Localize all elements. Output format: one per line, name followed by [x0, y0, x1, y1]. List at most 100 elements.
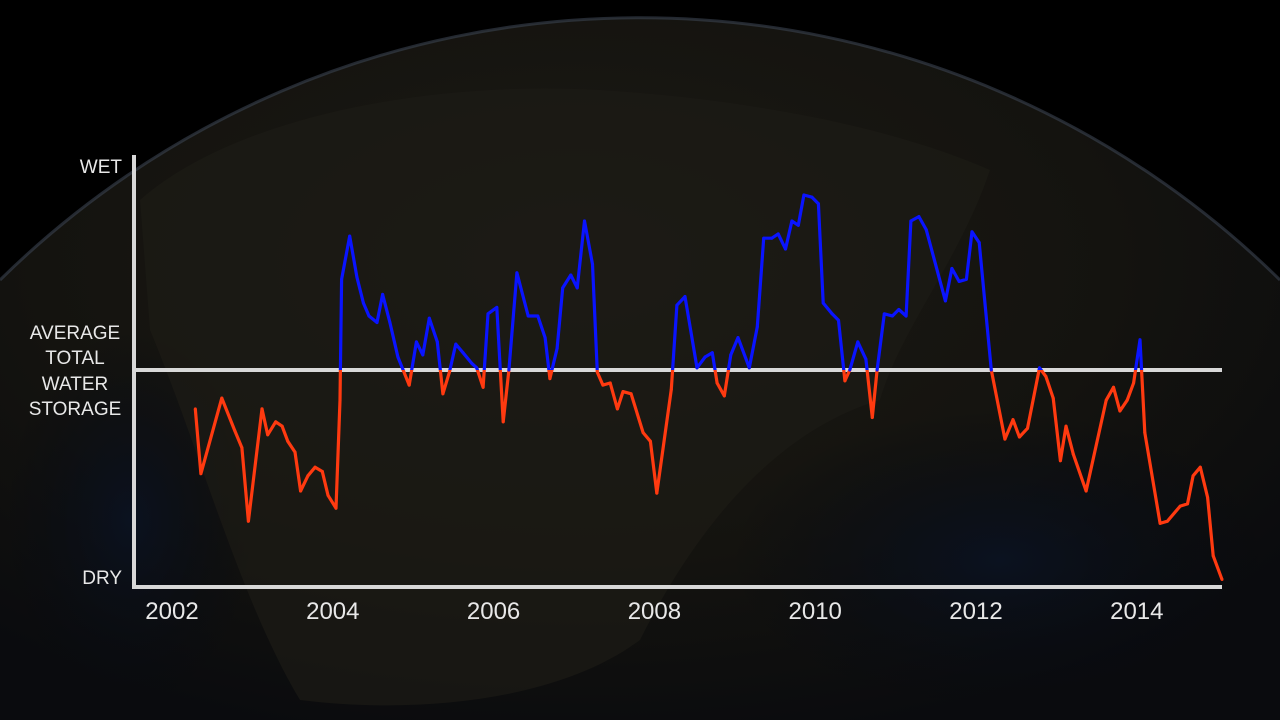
data-point [240, 446, 244, 450]
data-point [762, 236, 766, 240]
data-point [917, 215, 921, 219]
data-point [233, 428, 237, 432]
data-point [970, 230, 974, 234]
data-points [193, 193, 1224, 582]
data-point [601, 383, 605, 387]
baseline-label: AVERAGE TOTAL WATER STORAGE [29, 323, 122, 420]
data-point [641, 431, 645, 435]
globe-rim [0, 16, 1280, 282]
data-point [1104, 398, 1108, 402]
data-point [802, 193, 806, 197]
data-point [783, 247, 787, 251]
data-point [1191, 474, 1195, 478]
data-point [1038, 366, 1042, 370]
x-tick-label: 2004 [306, 598, 359, 625]
data-point [1064, 424, 1068, 428]
data-point [447, 370, 451, 374]
data-point [904, 314, 908, 318]
data-point [461, 351, 465, 355]
data-point [582, 219, 586, 223]
data-point [848, 368, 852, 372]
data-point [306, 474, 310, 478]
data-point [864, 357, 868, 361]
data-point [909, 219, 913, 223]
data-point [199, 472, 203, 476]
baseline-label-line: WATER [42, 374, 109, 395]
data-point [882, 312, 886, 316]
data-point [486, 312, 490, 316]
data-point [326, 493, 330, 497]
data-point [334, 506, 338, 510]
data-point [260, 407, 264, 411]
data-point [736, 336, 740, 340]
data-point [1011, 418, 1015, 422]
data-point [595, 370, 599, 374]
data-point [715, 381, 719, 385]
data-point [890, 314, 894, 318]
data-point [870, 416, 874, 420]
data-point [1132, 381, 1136, 385]
data-point [943, 299, 947, 303]
data-point [1165, 519, 1169, 523]
data-point [427, 316, 431, 320]
data-point [375, 320, 379, 324]
x-tick-labels: 2002 2004 2006 2008 2010 2012 2014 [145, 598, 1163, 625]
data-point [381, 292, 385, 296]
data-point [875, 368, 879, 372]
data-point [924, 228, 928, 232]
data-point [515, 271, 519, 275]
data-point [710, 351, 714, 355]
data-point [293, 450, 297, 454]
data-point [407, 383, 411, 387]
data-point [495, 305, 499, 309]
y-label-wet: WET [80, 157, 123, 178]
data-point [695, 366, 699, 370]
data-point [629, 392, 633, 396]
data-point [776, 232, 780, 236]
data-point [348, 234, 352, 238]
data-point [299, 489, 303, 493]
data-point [414, 340, 418, 344]
baseline-label-line: TOTAL [45, 348, 104, 369]
data-point [1158, 521, 1162, 525]
x-tick-label: 2010 [789, 598, 842, 625]
data-point [843, 379, 847, 383]
data-point [703, 355, 707, 359]
data-point [548, 377, 552, 381]
data-point [669, 387, 673, 391]
data-point [266, 433, 270, 437]
data-point [543, 336, 547, 340]
data-point [1084, 489, 1088, 493]
x-tick-label: 2002 [145, 598, 198, 625]
data-point [608, 381, 612, 385]
data-point [722, 394, 726, 398]
data-point [536, 314, 540, 318]
data-point [367, 314, 371, 318]
data-point [396, 355, 400, 359]
baseline-label-line: AVERAGE [30, 323, 120, 344]
data-point [1044, 374, 1048, 378]
data-point [950, 266, 954, 270]
data-point [856, 340, 860, 344]
data-point [1138, 338, 1142, 342]
data-point [1003, 437, 1007, 441]
data-point [555, 346, 559, 350]
data-point [361, 301, 365, 305]
data-point [810, 195, 814, 199]
data-point [435, 340, 439, 344]
data-point [683, 295, 687, 299]
data-point [421, 353, 425, 357]
data-point [1118, 409, 1122, 413]
data-point [313, 465, 317, 469]
data-point [526, 314, 530, 318]
data-point [220, 396, 224, 400]
data-point [821, 301, 825, 305]
data-point [1220, 578, 1224, 582]
data-point [755, 325, 759, 329]
data-point [388, 320, 392, 324]
data-point [274, 420, 278, 424]
data-point [747, 366, 751, 370]
data-point [1178, 504, 1182, 508]
data-point [569, 273, 573, 277]
x-tick-label: 2006 [467, 598, 520, 625]
